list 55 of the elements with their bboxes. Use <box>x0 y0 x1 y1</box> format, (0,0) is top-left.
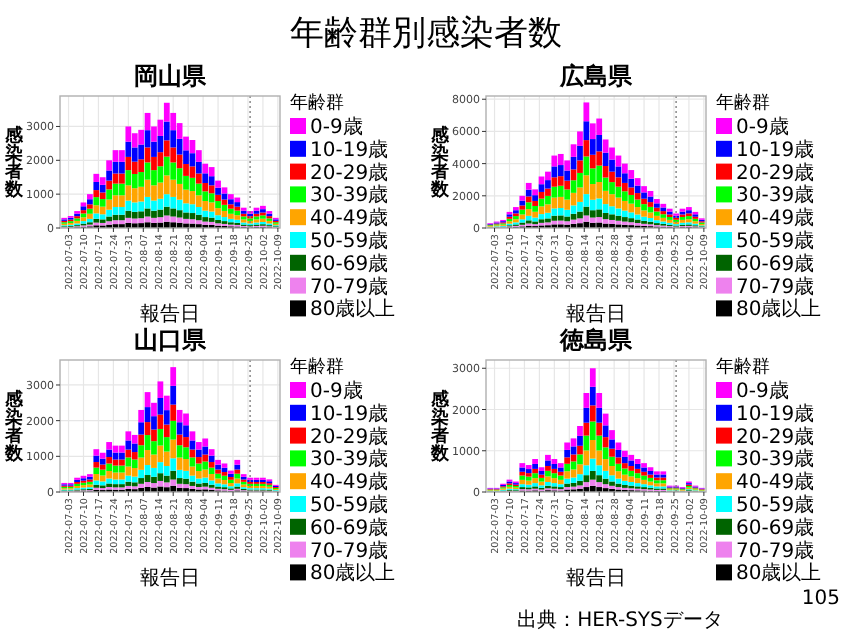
legend-label: 30-39歳 <box>736 183 815 208</box>
legend-title: 年齢群 <box>716 356 770 378</box>
x-axis-title: 報告日 <box>566 566 626 590</box>
legend-label: 80歳以上 <box>310 561 396 586</box>
legend-label: 80歳以上 <box>310 297 396 322</box>
x-axis-title: 報告日 <box>566 302 626 326</box>
legend-label: 40-49歳 <box>310 470 389 495</box>
legend-label: 70-79歳 <box>736 274 815 299</box>
chart-title: 徳島県 <box>558 326 634 354</box>
x-axis-title: 報告日 <box>140 566 200 590</box>
legend-label: 80歳以上 <box>736 297 822 322</box>
chart-title: 広島県 <box>558 62 634 90</box>
legend-label: 40-49歳 <box>736 206 815 231</box>
legend-label: 20-29歳 <box>310 160 389 185</box>
legend-label: 70-79歳 <box>310 274 389 299</box>
legend-label: 20-29歳 <box>310 424 389 449</box>
text: 105 <box>801 588 840 610</box>
legend-label: 10-19歳 <box>736 137 815 162</box>
legend-label: 20-29歳 <box>736 424 815 449</box>
legend-label: 70-79歳 <box>736 538 815 563</box>
legend-label: 30-39歳 <box>310 183 389 208</box>
legend-label: 0-9歳 <box>736 115 789 139</box>
legend-label: 10-19歳 <box>310 401 389 426</box>
legend-label: 70-79歳 <box>310 538 389 563</box>
legend-label: 60-69歳 <box>736 251 815 276</box>
legend-label: 10-19歳 <box>736 401 815 426</box>
source-note: 出典：HER-SYSデータ <box>517 608 723 632</box>
legend-label: 30-39歳 <box>736 447 815 472</box>
legend-label: 0-9歳 <box>310 379 363 403</box>
y-axis-title: 感染者数 <box>429 389 451 466</box>
legend-label: 30-39歳 <box>310 447 389 472</box>
y-axis-title: 感染者数 <box>3 125 25 202</box>
legend-label: 50-59歳 <box>310 493 389 517</box>
x-axis-title: 報告日 <box>140 302 200 326</box>
legend-title: 年齢群 <box>290 356 344 378</box>
legend-label: 60-69歳 <box>310 515 389 540</box>
legend-label: 80歳以上 <box>736 561 822 586</box>
legend-label: 50-59歳 <box>736 493 815 517</box>
legend-label: 40-49歳 <box>310 206 389 231</box>
chart-title: 岡山県 <box>134 62 208 90</box>
legend-label: 50-59歳 <box>310 229 389 253</box>
legend-label: 50-59歳 <box>736 229 815 253</box>
legend-label: 60-69歳 <box>736 515 815 540</box>
legend-label: 0-9歳 <box>310 115 363 139</box>
legend-label: 20-29歳 <box>736 160 815 185</box>
legend-label: 0-9歳 <box>736 379 789 403</box>
text: 年齢群別感染者数 <box>290 14 562 54</box>
legend-label: 10-19歳 <box>310 137 389 162</box>
chart-title: 山口県 <box>134 326 208 354</box>
y-axis-title: 感染者数 <box>3 389 25 466</box>
y-axis-title: 感染者数 <box>429 125 451 202</box>
legend-label: 60-69歳 <box>310 251 389 276</box>
legend-label: 40-49歳 <box>736 470 815 495</box>
legend-title: 年齢群 <box>290 92 344 114</box>
legend-title: 年齢群 <box>716 92 770 114</box>
